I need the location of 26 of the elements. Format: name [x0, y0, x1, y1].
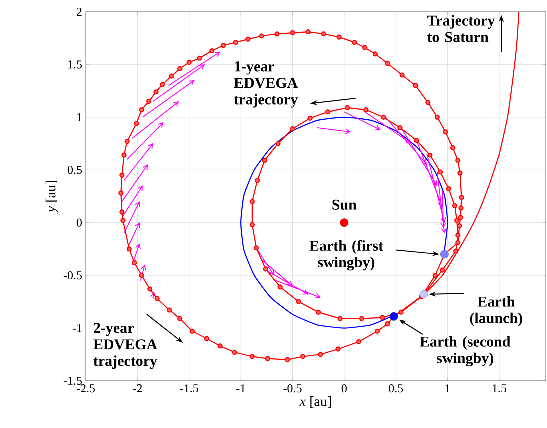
x-tick-label: 0 — [342, 384, 347, 393]
series-label: 1-year EDVEGA trajectory — [234, 62, 298, 108]
x-tick-label: -0.5 — [284, 384, 302, 393]
y-tick-label: -1.5 — [64, 376, 82, 386]
x-tick-label: -1 — [236, 384, 246, 392]
y-tick-label: 1 — [78, 113, 82, 122]
text: Earth (launch) — [470, 296, 522, 326]
y-axis-title: y [au] — [46, 181, 59, 214]
x-tick-label: 0.5 — [389, 384, 404, 393]
y-tick-label: -1 — [72, 324, 82, 332]
series-label: Earth (second swingby) — [420, 336, 511, 367]
series-label: Sun — [332, 200, 357, 210]
y-tick-label: -0.5 — [64, 271, 82, 280]
x-tick-label: 1.5 — [493, 384, 507, 393]
series-label: Trajectory to Saturn — [427, 15, 496, 42]
x-axis-title: x [au] — [300, 396, 332, 408]
x-tick-label: 1 — [446, 384, 450, 392]
text: Earth (first swingby) — [310, 240, 384, 271]
x-tick-label: -2 — [133, 384, 142, 392]
y-tick-label: 1.5 — [68, 60, 82, 69]
x-tick-label: -1.5 — [180, 384, 198, 393]
y-tick-label: 0.5 — [68, 166, 82, 174]
y-tick-label: 0 — [76, 218, 82, 227]
series-label: 2-year EDVEGA trajectory — [94, 323, 158, 370]
y-tick-label: 2 — [77, 8, 82, 16]
x-tick-label: -2.5 — [76, 384, 96, 393]
